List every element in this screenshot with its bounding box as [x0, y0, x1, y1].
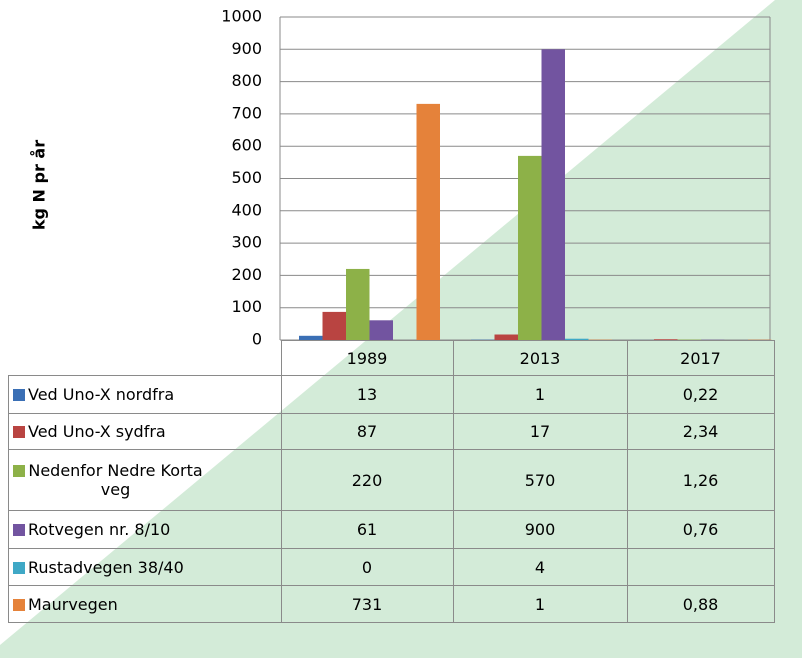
bar — [416, 103, 440, 341]
value-cell: 87 — [280, 413, 454, 450]
bar — [565, 338, 589, 340]
bar — [588, 339, 612, 341]
legend-label: Ved Uno-X nordfra — [28, 385, 175, 404]
legend-cell: Rustadvegen 38/40 — [8, 548, 282, 586]
table-row: Nedenfor Nedre Korta veg 220 570 1,26 — [8, 449, 775, 511]
y-axis-label: kg N pr år — [30, 140, 49, 230]
value-cell: 0,88 — [626, 585, 775, 623]
y-tick-label: 0 — [252, 330, 262, 349]
value-cell: 731 — [280, 585, 454, 623]
y-tick-label: 900 — [231, 39, 262, 58]
value-cell: 0,22 — [626, 375, 775, 414]
legend-key — [13, 389, 25, 401]
header-row: 1989 2013 2017 — [9, 340, 775, 376]
value-cell: 4 — [452, 548, 628, 586]
value-cell: 1 — [452, 375, 628, 414]
bar — [518, 155, 542, 340]
y-tick-label: 300 — [231, 233, 262, 252]
value-cell: 61 — [280, 510, 454, 549]
y-tick-label: 1000 — [221, 7, 262, 26]
table-row: Maurvegen 731 1 0,88 — [8, 585, 775, 623]
bar — [677, 339, 701, 341]
category-label: 2017 — [626, 340, 775, 376]
y-tick-label: 400 — [231, 200, 262, 219]
value-cell: 2,34 — [626, 413, 775, 450]
value-cell: 17 — [452, 413, 628, 450]
category-label: 1989 — [280, 340, 454, 376]
legend-key — [13, 426, 25, 438]
bar — [346, 268, 370, 340]
legend-key — [13, 465, 25, 477]
value-cell — [626, 548, 775, 586]
legend-cell: Ved Uno-X nordfra — [8, 375, 282, 414]
value-cell: 0,76 — [626, 510, 775, 549]
y-tick-label: 200 — [231, 265, 262, 284]
legend-cell: Maurvegen — [8, 585, 282, 623]
legend-cell: Nedenfor Nedre Korta veg — [8, 449, 282, 511]
value-cell: 1,26 — [626, 449, 775, 511]
value-cell: 220 — [280, 449, 454, 511]
y-tick-label: 100 — [231, 297, 262, 316]
value-cell: 1 — [452, 585, 628, 623]
value-cell: 0 — [280, 548, 454, 586]
data-table: 1989 2013 2017 Ved Uno-X nordfra 13 1 0,22 Ved … — [8, 340, 775, 623]
y-tick-label: 800 — [231, 71, 262, 90]
category-label: 2013 — [452, 340, 628, 376]
bar — [322, 311, 346, 340]
legend-label: Maurvegen — [28, 594, 118, 614]
table-row: Ved Uno-X nordfra 13 1 0,22 — [8, 375, 775, 414]
blank-cell — [9, 341, 282, 376]
table-row: Rotvegen nr. 8/10 61 900 0,76 — [8, 510, 775, 549]
bar — [471, 339, 495, 341]
y-tick-label: 600 — [231, 136, 262, 155]
bar — [369, 320, 393, 340]
bar — [541, 49, 565, 341]
y-tick-label: 500 — [231, 168, 262, 187]
value-cell: 900 — [452, 510, 628, 549]
legend-label: Ved Uno-X sydfra — [28, 422, 166, 441]
table-row: Ved Uno-X sydfra 87 17 2,34 — [8, 413, 775, 450]
legend-key — [13, 561, 25, 574]
legend-label: Nedenfor Nedre Korta veg — [28, 461, 203, 499]
table-row: Rustadvegen 38/40 0 4 — [8, 548, 775, 586]
y-tick-label: 700 — [231, 103, 262, 122]
legend-key — [13, 524, 25, 536]
legend-cell: Rotvegen nr. 8/10 — [8, 510, 282, 549]
value-cell: 570 — [452, 449, 628, 511]
bar — [494, 334, 518, 340]
bar — [299, 335, 323, 340]
legend-label: Rotvegen nr. 8/10 — [28, 520, 171, 539]
legend-label: Rustadvegen 38/40 — [28, 557, 184, 577]
legend-cell: Ved Uno-X sydfra — [8, 413, 282, 450]
bar — [654, 339, 678, 340]
bar — [748, 339, 772, 341]
legend-key — [13, 598, 25, 611]
value-cell: 13 — [280, 375, 454, 414]
